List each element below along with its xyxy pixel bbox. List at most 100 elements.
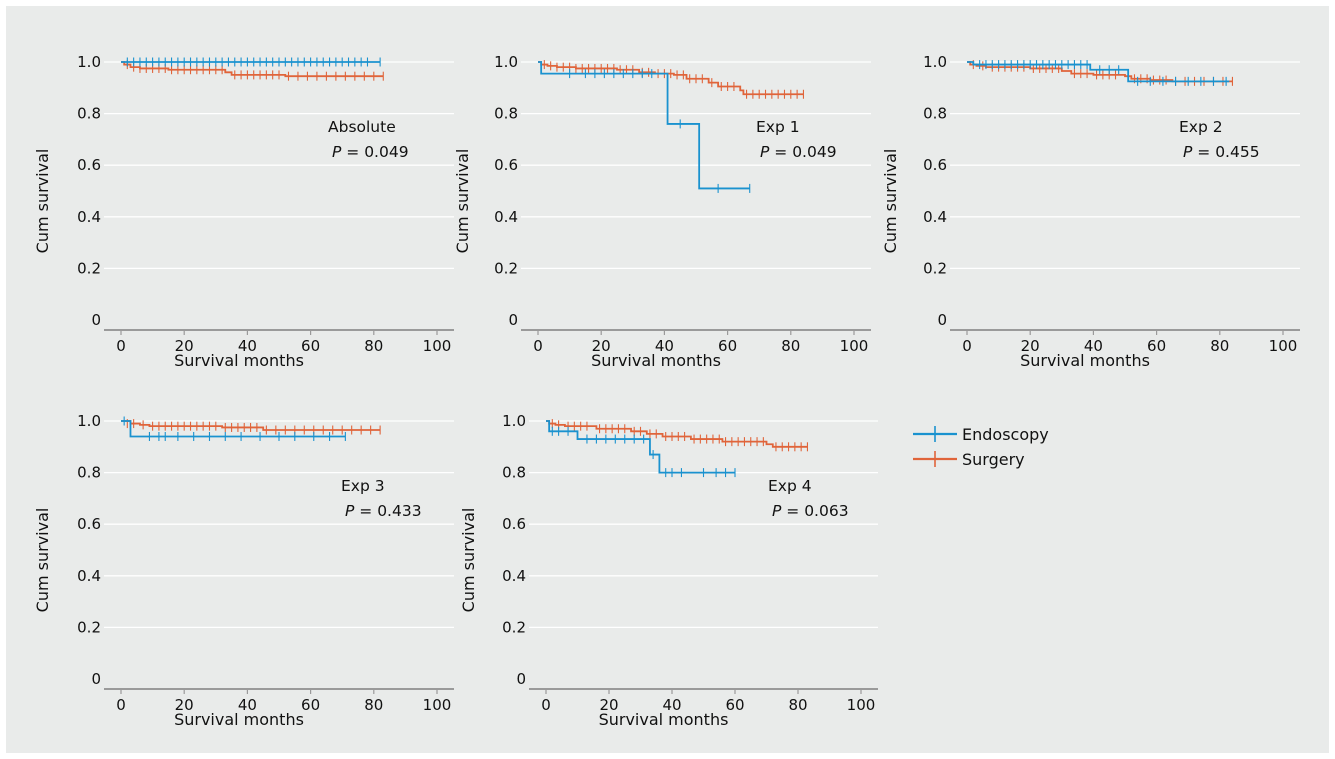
p-symbol: P: [332, 143, 342, 161]
y-tick-label: 0.4: [77, 208, 101, 226]
x-tick-label: 80: [788, 696, 807, 714]
y-tick-label: 0.8: [77, 464, 101, 482]
x-tick-label: 100: [847, 696, 876, 714]
y-axis-title: Cum survival: [33, 149, 52, 254]
y-tick-label: 0.4: [502, 567, 526, 585]
y-tick-label: 0: [937, 311, 947, 329]
p-value: = 0.049: [341, 143, 408, 161]
series-endoscopy: [121, 416, 346, 441]
x-tick-label: 0: [533, 337, 543, 355]
p-value-text: P = 0.049: [332, 143, 409, 161]
legend: Endoscopy Surgery: [913, 425, 1049, 469]
y-tick-label: 0.6: [77, 156, 101, 174]
series-endoscopy: [967, 60, 1230, 86]
series-endoscopy: [121, 57, 381, 67]
legend-item-surgery: Surgery: [913, 450, 1025, 469]
survival-step-line: [546, 420, 735, 474]
x-axis-title: Survival months: [591, 351, 721, 370]
panel-label: Exp 1: [756, 118, 800, 136]
series-surgery: [121, 60, 384, 81]
p-value-text: P = 0.063: [772, 502, 849, 520]
p-symbol: P: [345, 502, 355, 520]
panel-label: Absolute: [328, 118, 396, 136]
x-tick-label: 80: [1210, 337, 1229, 355]
panel-label: Exp 2: [1179, 118, 1223, 136]
chart-panel: 0 0.2 0.4 0.6 0.8 1.0 0 20 40 60 80 100 Survival mon…: [459, 412, 878, 729]
x-tick-label: 0: [116, 337, 126, 355]
panel-label: Exp 3: [341, 477, 385, 495]
y-tick-label: 0.8: [494, 105, 518, 123]
y-tick-label: 1.0: [77, 412, 101, 430]
figure-panel: 0 0.2 0.4 0.6 0.8 1.0 0 20 40 60 80 100 Survival mon…: [6, 6, 1329, 753]
x-tick-label: 60: [718, 337, 737, 355]
survival-step-line: [538, 61, 750, 190]
y-tick-label: 0.2: [923, 259, 947, 277]
y-axis-title: Cum survival: [453, 149, 472, 254]
chart-panel: 0 0.2 0.4 0.6 0.8 1.0 0 20 40 60 80 100 Survival mon…: [881, 53, 1300, 370]
x-tick-label: 40: [1084, 337, 1103, 355]
y-tick-label: 0.6: [77, 515, 101, 533]
legend-item-endoscopy: Endoscopy: [913, 425, 1049, 444]
y-tick-label: 0.8: [502, 464, 526, 482]
p-value: = 0.433: [354, 502, 421, 520]
survival-step-line: [546, 420, 808, 448]
y-tick-label: 0.4: [77, 567, 101, 585]
y-tick-label: 0.4: [494, 208, 518, 226]
p-value-text: P = 0.433: [345, 502, 422, 520]
km-survival-figure: 0 0.2 0.4 0.6 0.8 1.0 0 20 40 60 80 100 Survival mon…: [33, 53, 1300, 729]
x-tick-label: 0: [541, 696, 551, 714]
p-symbol: P: [772, 502, 782, 520]
y-tick-label: 1.0: [502, 412, 526, 430]
x-tick-label: 40: [662, 696, 681, 714]
p-value: = 0.063: [781, 502, 848, 520]
survival-step-line: [538, 61, 804, 96]
x-tick-label: 40: [238, 696, 257, 714]
x-tick-label: 80: [781, 337, 800, 355]
x-axis-title: Survival months: [599, 710, 729, 729]
x-tick-label: 40: [655, 337, 674, 355]
series-surgery: [538, 60, 804, 99]
x-tick-label: 60: [725, 696, 744, 714]
y-tick-label: 0.4: [923, 208, 947, 226]
y-tick-label: 0.6: [923, 156, 947, 174]
y-tick-label: 0.2: [494, 259, 518, 277]
x-tick-label: 80: [364, 337, 383, 355]
y-axis-title: Cum survival: [459, 508, 478, 613]
chart-panel: 0 0.2 0.4 0.6 0.8 1.0 0 20 40 60 80 100 Survival mon…: [33, 53, 454, 370]
y-tick-label: 1.0: [77, 53, 101, 71]
series-endoscopy: [538, 61, 751, 193]
series-endoscopy: [546, 420, 736, 478]
y-tick-label: 0: [91, 670, 101, 688]
x-axis-title: Survival months: [1020, 351, 1150, 370]
x-tick-label: 100: [423, 337, 452, 355]
legend-label-endoscopy: Endoscopy: [962, 425, 1049, 444]
x-tick-label: 80: [364, 696, 383, 714]
x-tick-label: 20: [175, 337, 194, 355]
y-tick-label: 1.0: [494, 53, 518, 71]
x-tick-label: 20: [175, 696, 194, 714]
y-tick-label: 1.0: [923, 53, 947, 71]
p-value: = 0.049: [769, 143, 836, 161]
x-tick-label: 40: [238, 337, 257, 355]
y-tick-label: 0.2: [502, 618, 526, 636]
x-tick-label: 20: [1021, 337, 1040, 355]
y-tick-label: 0.6: [494, 156, 518, 174]
series-surgery: [546, 419, 809, 452]
panel-label: Exp 4: [768, 477, 812, 495]
p-symbol: P: [760, 143, 770, 161]
p-value-text: P = 0.455: [1183, 143, 1260, 161]
y-tick-label: 0: [516, 670, 526, 688]
y-tick-label: 0.2: [77, 259, 101, 277]
x-tick-label: 0: [962, 337, 972, 355]
chart-panel: 0 0.2 0.4 0.6 0.8 1.0 0 20 40 60 80 100 Survival mon…: [453, 53, 871, 370]
y-axis-title: Cum survival: [881, 149, 900, 254]
x-axis-title: Survival months: [174, 351, 304, 370]
x-tick-label: 100: [1269, 337, 1298, 355]
x-tick-label: 60: [301, 696, 320, 714]
p-value: = 0.455: [1192, 143, 1259, 161]
y-tick-label: 0.8: [923, 105, 947, 123]
survival-step-line: [121, 61, 384, 78]
p-symbol: P: [1183, 143, 1193, 161]
y-tick-label: 0.6: [502, 515, 526, 533]
x-tick-label: 20: [592, 337, 611, 355]
